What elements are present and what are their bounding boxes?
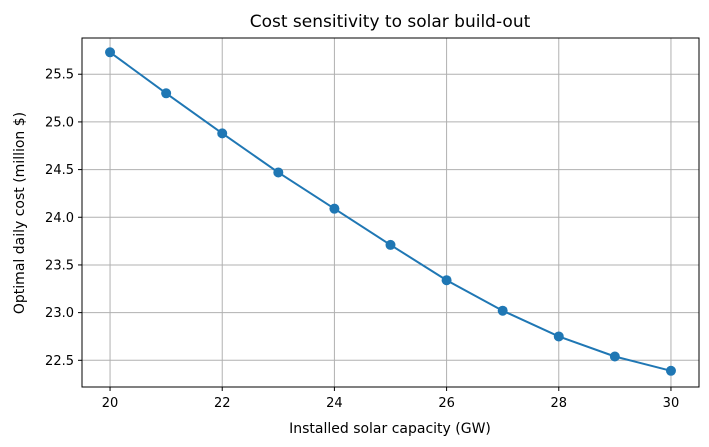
data-point [609, 351, 620, 362]
x-axis-label: Installed solar capacity (GW) [289, 421, 491, 437]
data-series [105, 47, 676, 376]
x-tick-label: 28 [550, 396, 567, 411]
data-point [497, 305, 508, 316]
chart-title: Cost sensitivity to solar build-out [250, 12, 531, 32]
y-tick-label: 25.5 [45, 68, 74, 83]
data-point [105, 47, 116, 58]
series-line [109, 51, 672, 372]
y-tick-label: 23.0 [45, 306, 74, 321]
data-point [273, 167, 284, 178]
data-point [161, 88, 172, 99]
y-tick-label: 24.5 [45, 163, 74, 178]
x-tick-label: 26 [438, 396, 455, 411]
data-point [665, 365, 676, 376]
y-tick-label: 24.0 [45, 211, 74, 226]
y-tick-label: 22.5 [45, 354, 74, 369]
axis-ticks: 20 22 24 26 28 30 22.5 23.0 23.5 24.0 24.5 25.0 25.5 [45, 68, 679, 411]
y-tick-label: 25.0 [45, 115, 74, 130]
x-tick-label: 24 [326, 396, 343, 411]
data-point [329, 203, 340, 214]
x-tick-label: 22 [214, 396, 231, 411]
grid-lines [82, 38, 699, 387]
data-point [385, 239, 396, 250]
y-axis-label: Optimal daily cost (million $) [12, 112, 28, 314]
data-point [441, 275, 452, 286]
data-point [217, 128, 228, 139]
data-point [553, 331, 564, 342]
x-tick-label: 20 [102, 396, 119, 411]
y-tick-label: 23.5 [45, 258, 74, 273]
plot-frame [81, 37, 700, 388]
x-tick-label: 30 [663, 396, 680, 411]
